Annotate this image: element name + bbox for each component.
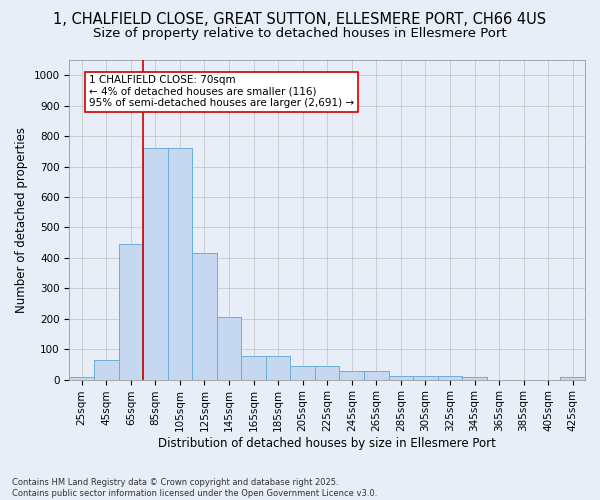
Bar — [192, 254, 217, 380]
Bar — [290, 366, 315, 380]
Bar — [437, 376, 462, 380]
Bar — [217, 317, 241, 380]
Bar — [315, 366, 340, 380]
Bar — [560, 377, 585, 380]
Bar — [389, 376, 413, 380]
Bar — [364, 372, 389, 380]
Bar — [70, 376, 94, 380]
Bar — [94, 360, 119, 380]
Y-axis label: Number of detached properties: Number of detached properties — [15, 127, 28, 313]
Bar — [241, 356, 266, 380]
X-axis label: Distribution of detached houses by size in Ellesmere Port: Distribution of detached houses by size … — [158, 437, 496, 450]
Text: 1 CHALFIELD CLOSE: 70sqm
← 4% of detached houses are smaller (116)
95% of semi-d: 1 CHALFIELD CLOSE: 70sqm ← 4% of detache… — [89, 75, 354, 108]
Bar — [266, 356, 290, 380]
Bar — [413, 376, 437, 380]
Bar — [119, 244, 143, 380]
Bar — [143, 148, 167, 380]
Bar — [462, 377, 487, 380]
Bar — [340, 372, 364, 380]
Text: Size of property relative to detached houses in Ellesmere Port: Size of property relative to detached ho… — [93, 28, 507, 40]
Text: Contains HM Land Registry data © Crown copyright and database right 2025.
Contai: Contains HM Land Registry data © Crown c… — [12, 478, 377, 498]
Text: 1, CHALFIELD CLOSE, GREAT SUTTON, ELLESMERE PORT, CH66 4US: 1, CHALFIELD CLOSE, GREAT SUTTON, ELLESM… — [53, 12, 547, 28]
Bar — [167, 148, 192, 380]
